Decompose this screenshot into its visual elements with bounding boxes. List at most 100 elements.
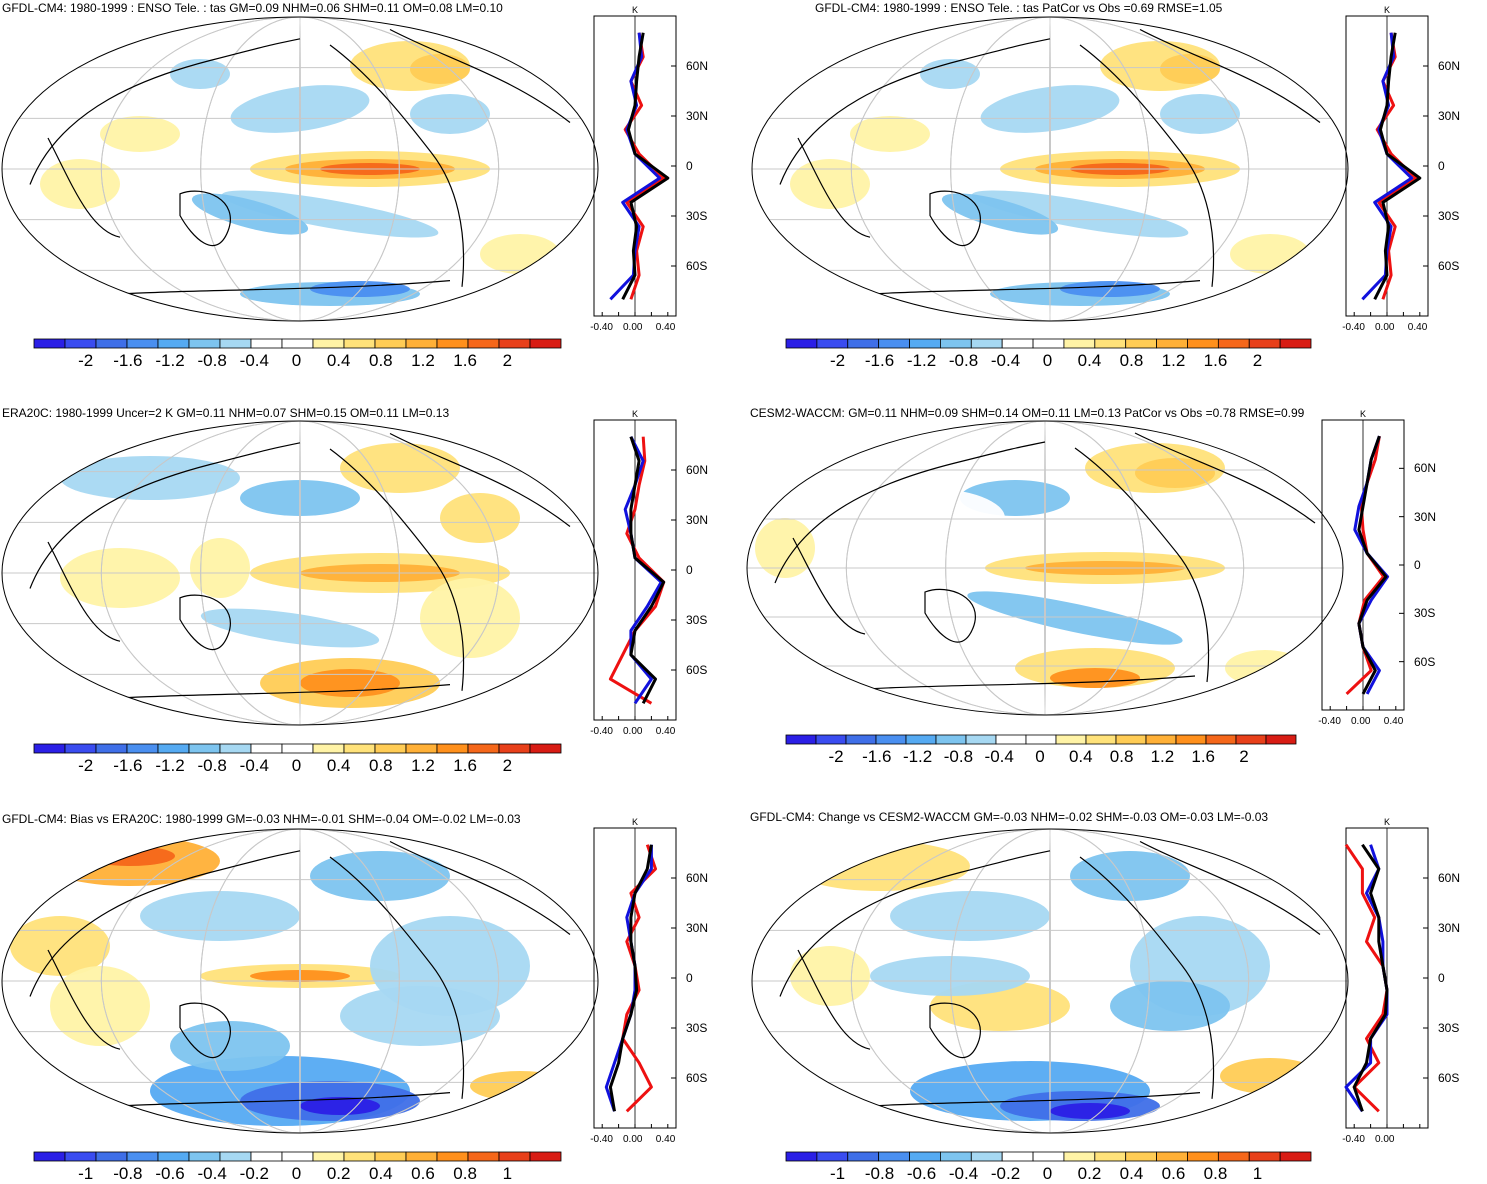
- colorbar-swatch: [970, 338, 1003, 349]
- colorbar-swatch: [1001, 338, 1034, 349]
- world-map: [1, 16, 599, 322]
- colorbar-swatch: [219, 743, 252, 754]
- colorbar-swatch: [1063, 338, 1096, 349]
- colorbar-swatch: [1094, 338, 1127, 349]
- colorbar-swatch: [95, 1151, 128, 1162]
- colorbar-swatch: [1032, 338, 1065, 349]
- colorbar-swatch: [126, 338, 159, 349]
- coastline: [1139, 28, 1321, 123]
- lat-label: 30N: [1438, 921, 1461, 935]
- colorbar-tick-label: 0: [1035, 747, 1045, 766]
- unit-label: K: [1360, 409, 1366, 419]
- colorbar-tick-label: -0.4: [948, 1164, 979, 1183]
- colorbar-swatch: [845, 734, 877, 745]
- colorbar-swatch: [1205, 734, 1237, 745]
- colorbar-swatch: [436, 743, 469, 754]
- colorbar-swatch: [95, 338, 128, 349]
- colorbar-tick-label: 0.6: [411, 1164, 435, 1183]
- anomaly-shading: [1230, 234, 1310, 274]
- colorbar-swatch: [250, 338, 283, 349]
- colorbar-swatch: [343, 338, 376, 349]
- colorbar-swatch: [1175, 734, 1207, 745]
- x-axis-label: -0.40: [590, 322, 613, 333]
- colorbar-swatch: [815, 734, 847, 745]
- colorbar-tick-label: 0: [291, 756, 302, 775]
- anomaly-shading: [941, 193, 1059, 235]
- colorbar-tick-label: -0.8: [864, 1164, 895, 1183]
- map-border: [1, 420, 599, 726]
- longitude-gridline: [299, 421, 301, 725]
- zonal-line-black: [608, 844, 653, 1112]
- coastline: [47, 949, 121, 1050]
- colorbar-swatch: [250, 1151, 283, 1162]
- lat-label: 30N: [686, 921, 709, 935]
- colorbar-swatches: [33, 338, 562, 349]
- colorbar-tick-label: 1.2: [1161, 351, 1186, 370]
- colorbar: -2 -1.6 -1.2 -0.8 -0.4 0 0.4 0.8 1.2 1.6 2: [33, 337, 562, 370]
- colorbar-swatch: [436, 338, 469, 349]
- colorbar-swatch: [188, 338, 221, 349]
- world-map: [746, 420, 1344, 716]
- x-axis-label: -0.40: [590, 1134, 613, 1145]
- unit-label: K: [632, 817, 638, 827]
- anomaly-shading: [790, 946, 870, 1006]
- map-border: [751, 828, 1349, 1134]
- coastline: [792, 537, 866, 635]
- zonal-mean-plot: K: [1344, 817, 1429, 1129]
- colorbar-tick-label: 0.2: [326, 1164, 351, 1183]
- colorbar-swatch: [909, 338, 941, 349]
- lat-label: 60S: [686, 1071, 708, 1085]
- colorbar-swatch: [878, 1151, 910, 1162]
- zonal-line-black: [621, 32, 670, 300]
- colorbar-swatch: [529, 743, 562, 754]
- colorbar-tick-label: 1.6: [453, 351, 477, 370]
- colorbar-tick-label: -2: [78, 351, 94, 370]
- colorbar-tick-label: 0.4: [1068, 747, 1093, 766]
- panel-title: CESM2-WACCM: GM=0.11 NHM=0.09 SHM=0.14 O…: [750, 406, 1305, 420]
- lat-label: 30N: [1414, 509, 1437, 524]
- anomaly-shading: [790, 841, 970, 891]
- colorbar-swatch: [785, 734, 817, 745]
- anomaly-shading: [100, 116, 180, 152]
- colorbar-swatch: [33, 338, 66, 349]
- colorbar-swatch: [1115, 734, 1147, 745]
- colorbar-swatch: [312, 743, 345, 754]
- colorbar-swatch: [33, 743, 66, 754]
- longitude-gridline: [200, 829, 400, 1133]
- colorbar-swatch: [281, 743, 314, 754]
- zonal-line-black: [1352, 843, 1389, 1112]
- anomaly-shading: [1050, 1103, 1130, 1119]
- longitude-gridline: [200, 17, 400, 321]
- colorbar-swatch: [405, 338, 438, 349]
- lat-label: 0: [686, 159, 693, 173]
- colorbar-tick-label: -1.6: [862, 747, 892, 766]
- longitude-gridline: [1049, 829, 1051, 1133]
- colorbar-swatch: [1025, 734, 1057, 745]
- colorbar-swatch: [467, 338, 500, 349]
- colorbar: -2 -1.6 -1.2 -0.8 -0.4 0 0.4 0.8 1.2 1.6 2: [33, 742, 562, 775]
- coastline: [329, 856, 465, 1099]
- anomaly-shading: [191, 193, 309, 235]
- coastline: [1079, 856, 1215, 1099]
- colorbar-tick-label: -0.8: [943, 747, 974, 766]
- anomaly-shading: [200, 608, 380, 648]
- lat-label: 60N: [1438, 59, 1461, 73]
- colorbar-swatch: [436, 1151, 469, 1162]
- zonal-mean-plot: K: [1321, 409, 1405, 711]
- anomaly-shading: [410, 54, 470, 84]
- lat-label: 0: [686, 563, 693, 577]
- colorbar-swatch: [1217, 338, 1250, 349]
- colorbar-swatch: [1248, 338, 1281, 349]
- colorbar-swatch: [250, 743, 283, 754]
- anomaly-shading: [920, 59, 980, 89]
- colorbar-swatch: [374, 338, 407, 349]
- coastline: [389, 432, 571, 527]
- lat-label: 30S: [686, 1021, 708, 1035]
- anomaly-shading: [10, 916, 110, 976]
- anomaly-shading: [1220, 1058, 1320, 1094]
- colorbar-swatch: [940, 338, 972, 349]
- colorbar-tick-label: 0.4: [1119, 1164, 1144, 1183]
- colorbar-tick-label: 1.2: [1150, 747, 1175, 766]
- colorbar-swatch: [1094, 1151, 1127, 1162]
- colorbar-swatches: [785, 734, 1297, 745]
